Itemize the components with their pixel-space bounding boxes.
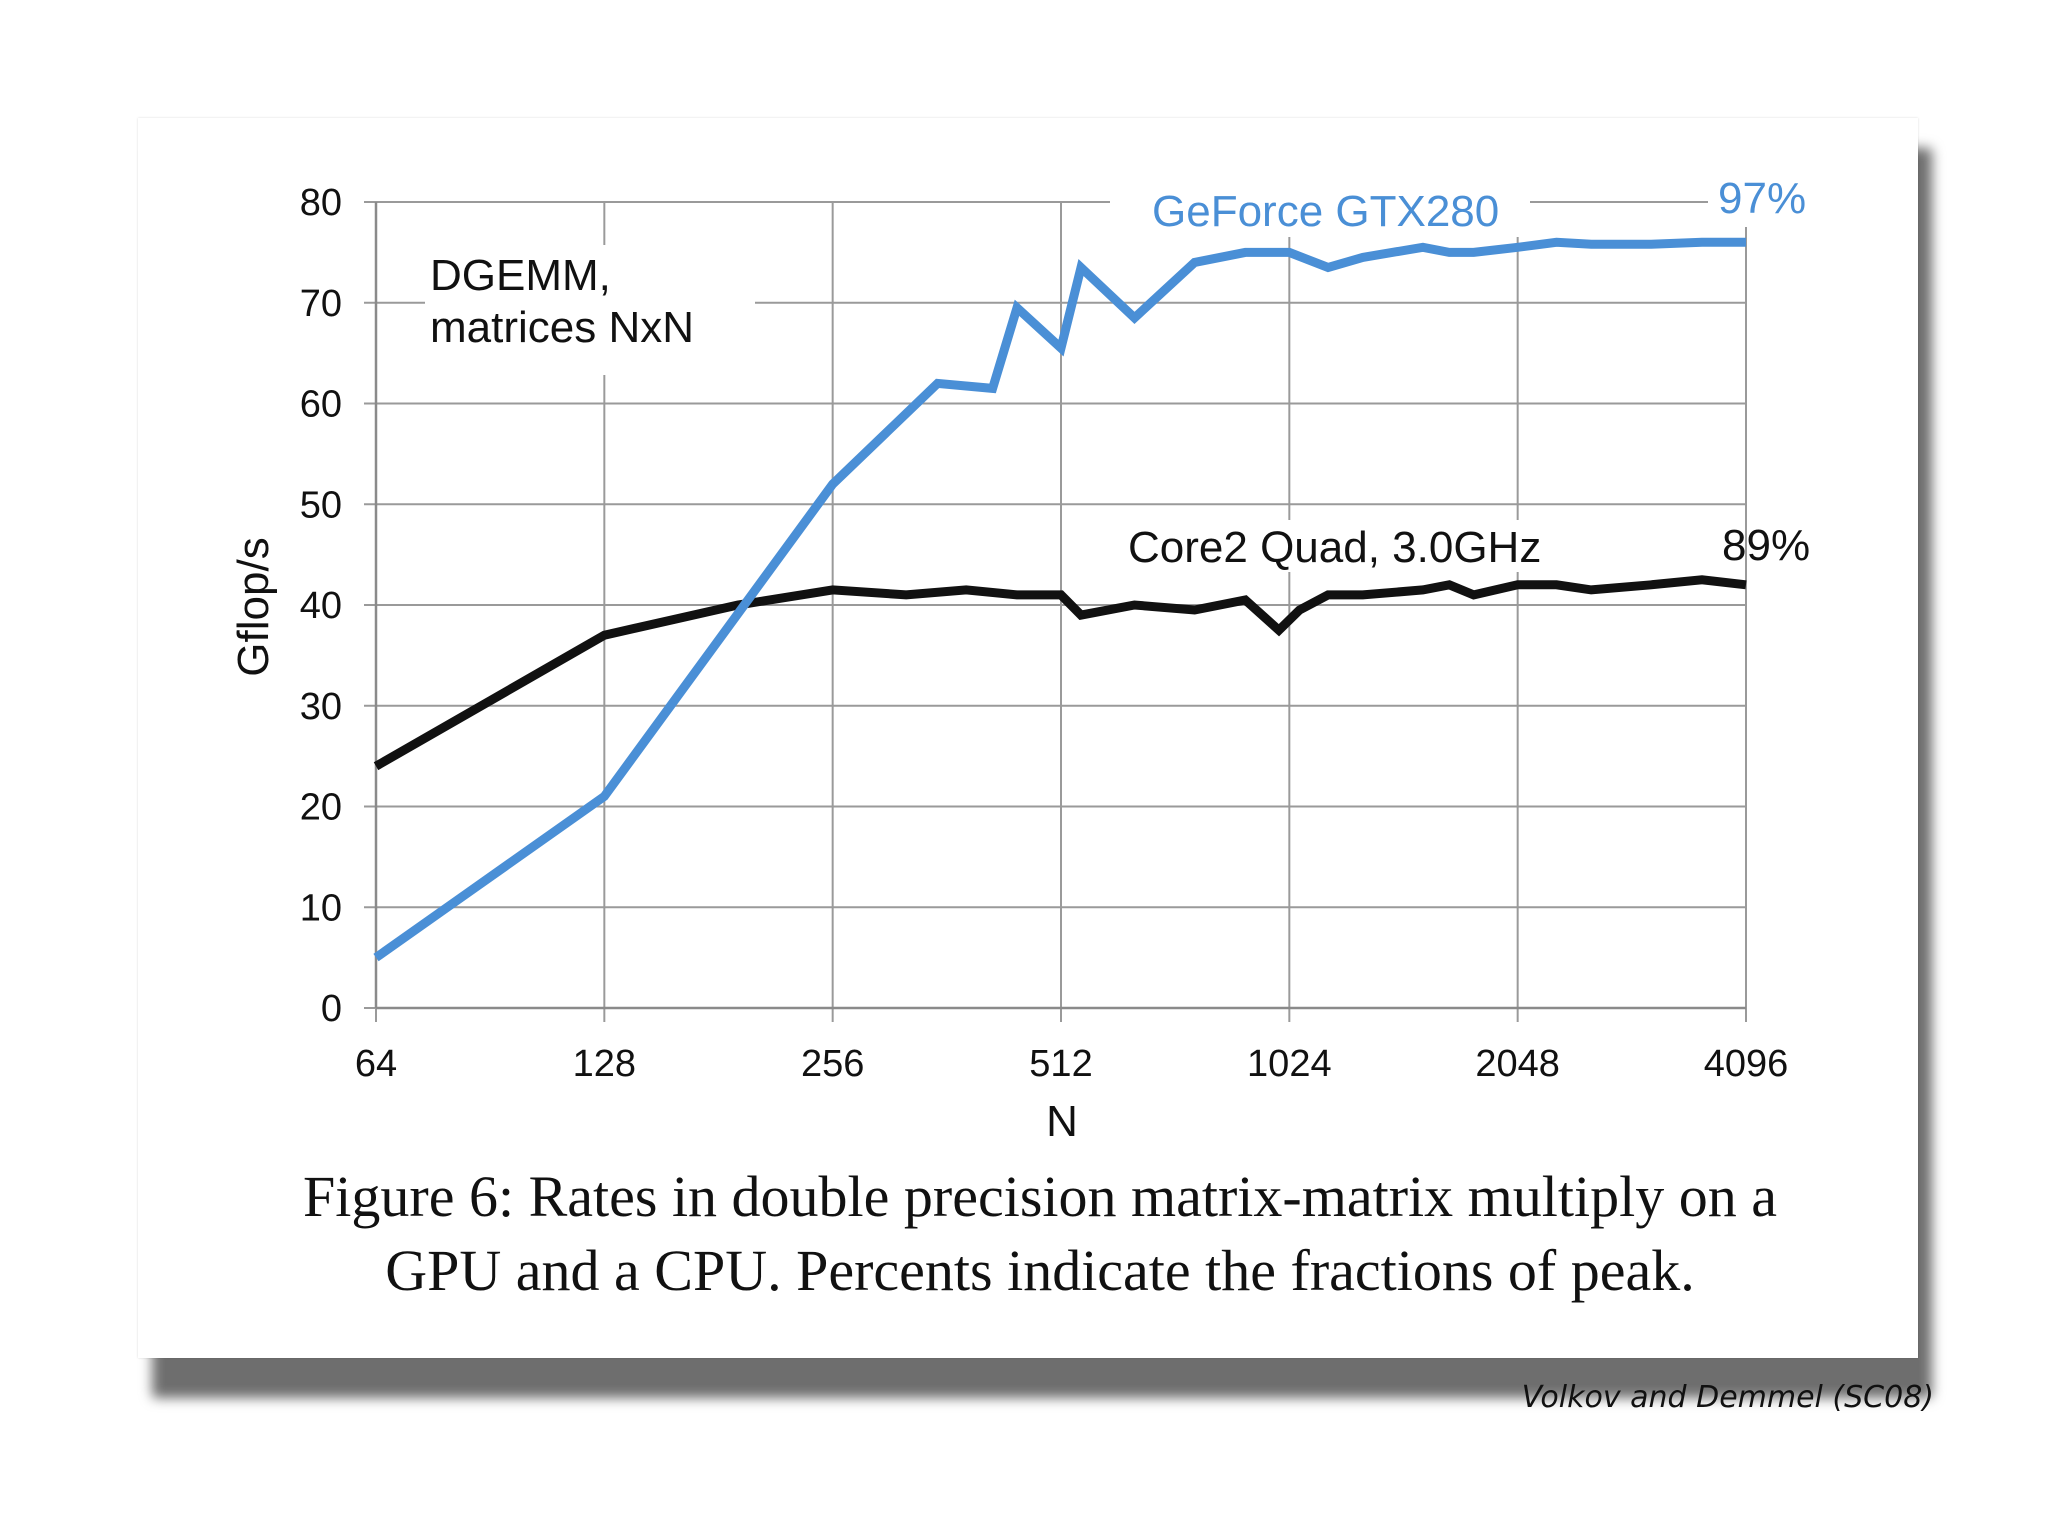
peak-label-gpu: 97%: [1718, 174, 1806, 223]
y-tick-label: 80: [300, 182, 342, 224]
y-tick-label: 40: [300, 585, 342, 627]
x-tick-label: 512: [1029, 1043, 1092, 1085]
x-tick-label: 256: [801, 1043, 864, 1085]
x-tick-labels: 64 128 256 512 1024 2048 4096: [355, 1043, 1788, 1085]
y-tick-label: 70: [300, 283, 342, 325]
x-tick-label: 2048: [1475, 1043, 1560, 1085]
caption-line-2: GPU and a CPU. Percents indicate the fra…: [385, 1238, 1695, 1303]
y-tick-label: 0: [321, 988, 342, 1030]
y-tick-label: 20: [300, 787, 342, 829]
x-axis-title: N: [1046, 1097, 1078, 1146]
y-tick-label: 10: [300, 887, 342, 929]
peak-label-cpu: 89%: [1722, 521, 1810, 570]
series-lines: [373, 237, 1747, 962]
cpu-label-background: [1120, 520, 1580, 572]
axes: [364, 201, 1747, 1022]
y-axis-title: Gflop/s: [229, 537, 278, 676]
gpu-peak-background: [1708, 175, 1818, 227]
source-credit: Volkov and Demmel (SC08): [1521, 1380, 1934, 1415]
series-label-cpu: Core2 Quad, 3.0GHz: [1128, 523, 1541, 572]
annotation-background: [425, 245, 755, 375]
x-tick-label: 4096: [1704, 1043, 1789, 1085]
y-tick-label: 60: [300, 384, 342, 426]
annotation-dgemm: DGEMM,: [430, 251, 611, 300]
gpu-label-background: [1110, 185, 1530, 237]
y-tick-label: 30: [300, 686, 342, 728]
y-tick-labels: 0 10 20 30 40 50 60 70 80: [300, 182, 342, 1030]
x-tick-label: 1024: [1247, 1043, 1332, 1085]
figure-caption: Figure 6: Rates in double precision matr…: [200, 1160, 1880, 1308]
x-tick-label: 128: [573, 1043, 636, 1085]
annotation-matrices: matrices NxN: [430, 303, 694, 352]
x-tick-label: 64: [355, 1043, 397, 1085]
series-label-gpu: GeForce GTX280: [1152, 187, 1499, 236]
caption-line-1: Figure 6: Rates in double precision matr…: [303, 1164, 1777, 1229]
y-tick-label: 50: [300, 484, 342, 526]
